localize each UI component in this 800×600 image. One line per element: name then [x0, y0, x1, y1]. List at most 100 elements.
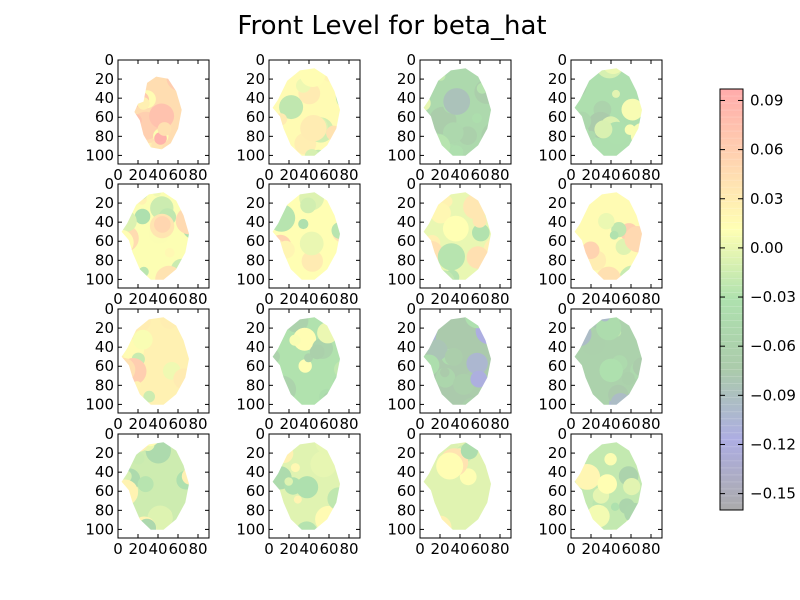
colorbar-tick-label: 0.00 [750, 239, 783, 257]
y-tick-label: 60 [548, 482, 567, 500]
y-tick-label: 100 [236, 395, 265, 413]
x-tick-label: 60 [470, 415, 489, 433]
y-tick-label: 0 [557, 175, 567, 193]
y-tick-label: 60 [548, 357, 567, 375]
x-tick-label: 0 [566, 540, 576, 558]
y-tick-label: 100 [538, 270, 567, 288]
y-tick-label: 80 [548, 376, 567, 394]
y-tick-label: 20 [397, 319, 416, 337]
x-tick-label: 40 [601, 415, 620, 433]
x-tick-label: 60 [621, 290, 640, 308]
y-tick-label: 20 [95, 194, 114, 212]
panel-frame [570, 433, 663, 539]
y-tick-label: 60 [397, 108, 416, 126]
x-tick-label: 20 [279, 540, 298, 558]
y-tick-label: 60 [95, 482, 114, 500]
colorbar: 0.09 0.06 0.03 0.00 −0.03 −0.06 −0.09 −0.12 −0.1… [719, 88, 796, 511]
x-tick-label: 0 [415, 166, 425, 184]
y-tick-label: 80 [246, 376, 265, 394]
y-tick-label: 60 [95, 232, 114, 250]
x-tick-label: 20 [279, 415, 298, 433]
x-tick-label: 40 [299, 415, 318, 433]
x-tick-label: 20 [430, 166, 449, 184]
colorbar-frame [719, 88, 744, 511]
y-tick-label: 0 [406, 425, 416, 443]
x-tick-label: 40 [601, 540, 620, 558]
y-tick-label: 80 [397, 251, 416, 269]
panel-frame [117, 433, 210, 539]
y-tick-label: 100 [387, 395, 416, 413]
y-tick-label: 0 [255, 425, 265, 443]
x-tick-label: 20 [581, 290, 600, 308]
y-tick-label: 100 [387, 270, 416, 288]
panel-frame [117, 308, 210, 414]
x-tick-label: 40 [601, 166, 620, 184]
y-tick-label: 0 [255, 300, 265, 318]
x-tick-label: 80 [641, 415, 660, 433]
y-tick-label: 100 [387, 146, 416, 164]
panel-frame [268, 183, 361, 289]
y-tick-label: 0 [104, 425, 114, 443]
x-tick-label: 80 [490, 540, 509, 558]
x-tick-label: 0 [113, 540, 123, 558]
x-tick-label: 40 [148, 415, 167, 433]
colorbar-gradient [720, 89, 743, 510]
y-tick-label: 0 [406, 175, 416, 193]
x-tick-label: 20 [279, 290, 298, 308]
x-tick-label: 20 [581, 415, 600, 433]
y-tick-label: 40 [246, 338, 265, 356]
y-tick-label: 100 [538, 520, 567, 538]
x-tick-label: 0 [415, 415, 425, 433]
x-tick-label: 0 [113, 415, 123, 433]
y-tick-label: 40 [246, 463, 265, 481]
y-tick-label: 80 [95, 501, 114, 519]
colorbar-tick-label: −0.09 [750, 386, 796, 404]
x-tick-label: 80 [339, 540, 358, 558]
x-tick-label: 20 [581, 166, 600, 184]
colorbar-tick-label: −0.06 [750, 337, 796, 355]
x-tick-label: 80 [641, 540, 660, 558]
y-tick-label: 40 [95, 463, 114, 481]
y-tick-label: 60 [246, 108, 265, 126]
panel-frame [419, 433, 512, 539]
x-tick-label: 60 [470, 290, 489, 308]
x-tick-label: 60 [319, 290, 338, 308]
y-tick-label: 100 [85, 270, 114, 288]
x-tick-label: 80 [339, 290, 358, 308]
y-tick-label: 80 [548, 501, 567, 519]
y-tick-label: 40 [548, 463, 567, 481]
y-tick-label: 80 [397, 501, 416, 519]
y-tick-label: 100 [85, 395, 114, 413]
x-tick-label: 60 [319, 415, 338, 433]
y-tick-label: 20 [548, 319, 567, 337]
y-tick-label: 60 [95, 108, 114, 126]
x-tick-label: 20 [128, 415, 147, 433]
y-tick-label: 100 [85, 146, 114, 164]
x-tick-label: 0 [566, 415, 576, 433]
y-tick-label: 60 [95, 357, 114, 375]
y-tick-label: 0 [557, 300, 567, 318]
y-tick-label: 0 [557, 425, 567, 443]
x-tick-label: 40 [148, 290, 167, 308]
x-tick-label: 60 [319, 166, 338, 184]
y-tick-label: 100 [538, 395, 567, 413]
y-tick-label: 20 [246, 444, 265, 462]
x-tick-label: 40 [299, 166, 318, 184]
colorbar-tick-label: −0.12 [750, 435, 796, 453]
x-tick-label: 80 [188, 166, 207, 184]
y-tick-label: 100 [85, 520, 114, 538]
y-tick-label: 40 [548, 89, 567, 107]
y-tick-label: 100 [387, 520, 416, 538]
x-tick-label: 60 [168, 290, 187, 308]
y-tick-label: 40 [397, 89, 416, 107]
x-tick-label: 40 [299, 290, 318, 308]
panel-frame [570, 59, 663, 165]
panel-frame [570, 308, 663, 414]
